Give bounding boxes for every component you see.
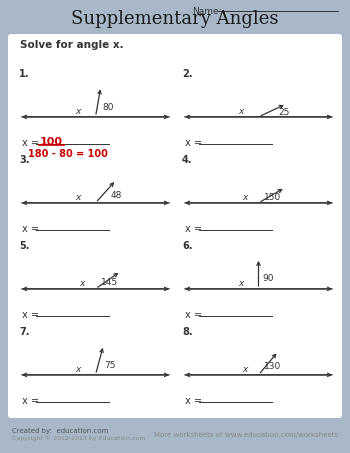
- Text: 130: 130: [264, 362, 281, 371]
- Text: x: x: [242, 366, 247, 374]
- Text: x =: x =: [22, 396, 39, 406]
- Text: x =: x =: [185, 310, 202, 320]
- Bar: [0, 0, 350, 35]
- Text: 1.: 1.: [19, 69, 29, 79]
- Text: x: x: [238, 280, 243, 289]
- Text: 150: 150: [264, 193, 281, 202]
- Text: x: x: [238, 107, 243, 116]
- Text: 100: 100: [40, 137, 63, 147]
- Text: 2.: 2.: [182, 69, 192, 79]
- Text: x =: x =: [185, 224, 202, 234]
- Text: x =: x =: [185, 138, 202, 148]
- Text: Created by:  education.com: Created by: education.com: [12, 428, 109, 434]
- Text: Supplementary Angles: Supplementary Angles: [71, 10, 279, 28]
- Text: x: x: [242, 193, 247, 202]
- Text: 3.: 3.: [19, 155, 29, 165]
- Text: 80: 80: [103, 103, 114, 112]
- Text: 145: 145: [100, 278, 118, 287]
- Text: x: x: [75, 193, 80, 202]
- Text: 48: 48: [111, 192, 122, 201]
- Text: x: x: [79, 280, 84, 289]
- Text: 90: 90: [262, 274, 274, 283]
- Text: Solve for angle x.: Solve for angle x.: [20, 40, 124, 50]
- Text: 6.: 6.: [182, 241, 192, 251]
- Text: 25: 25: [278, 108, 289, 117]
- Text: Name:: Name:: [192, 6, 222, 15]
- Text: 5.: 5.: [19, 241, 29, 251]
- FancyBboxPatch shape: [8, 34, 342, 418]
- Text: x =: x =: [185, 396, 202, 406]
- Text: Copyright © 2012-2013 by Education.com: Copyright © 2012-2013 by Education.com: [12, 435, 146, 441]
- Text: More worksheets at www.education.com/worksheets: More worksheets at www.education.com/wor…: [154, 432, 338, 438]
- Text: x: x: [75, 366, 80, 374]
- Text: 4.: 4.: [182, 155, 192, 165]
- Text: x =: x =: [22, 310, 39, 320]
- Text: 7.: 7.: [19, 327, 29, 337]
- Text: x =: x =: [22, 138, 39, 148]
- Text: x: x: [75, 107, 80, 116]
- Text: 180 - 80 = 100: 180 - 80 = 100: [28, 149, 108, 159]
- Text: 8.: 8.: [182, 327, 192, 337]
- Text: x =: x =: [22, 224, 39, 234]
- Text: 75: 75: [104, 361, 116, 371]
